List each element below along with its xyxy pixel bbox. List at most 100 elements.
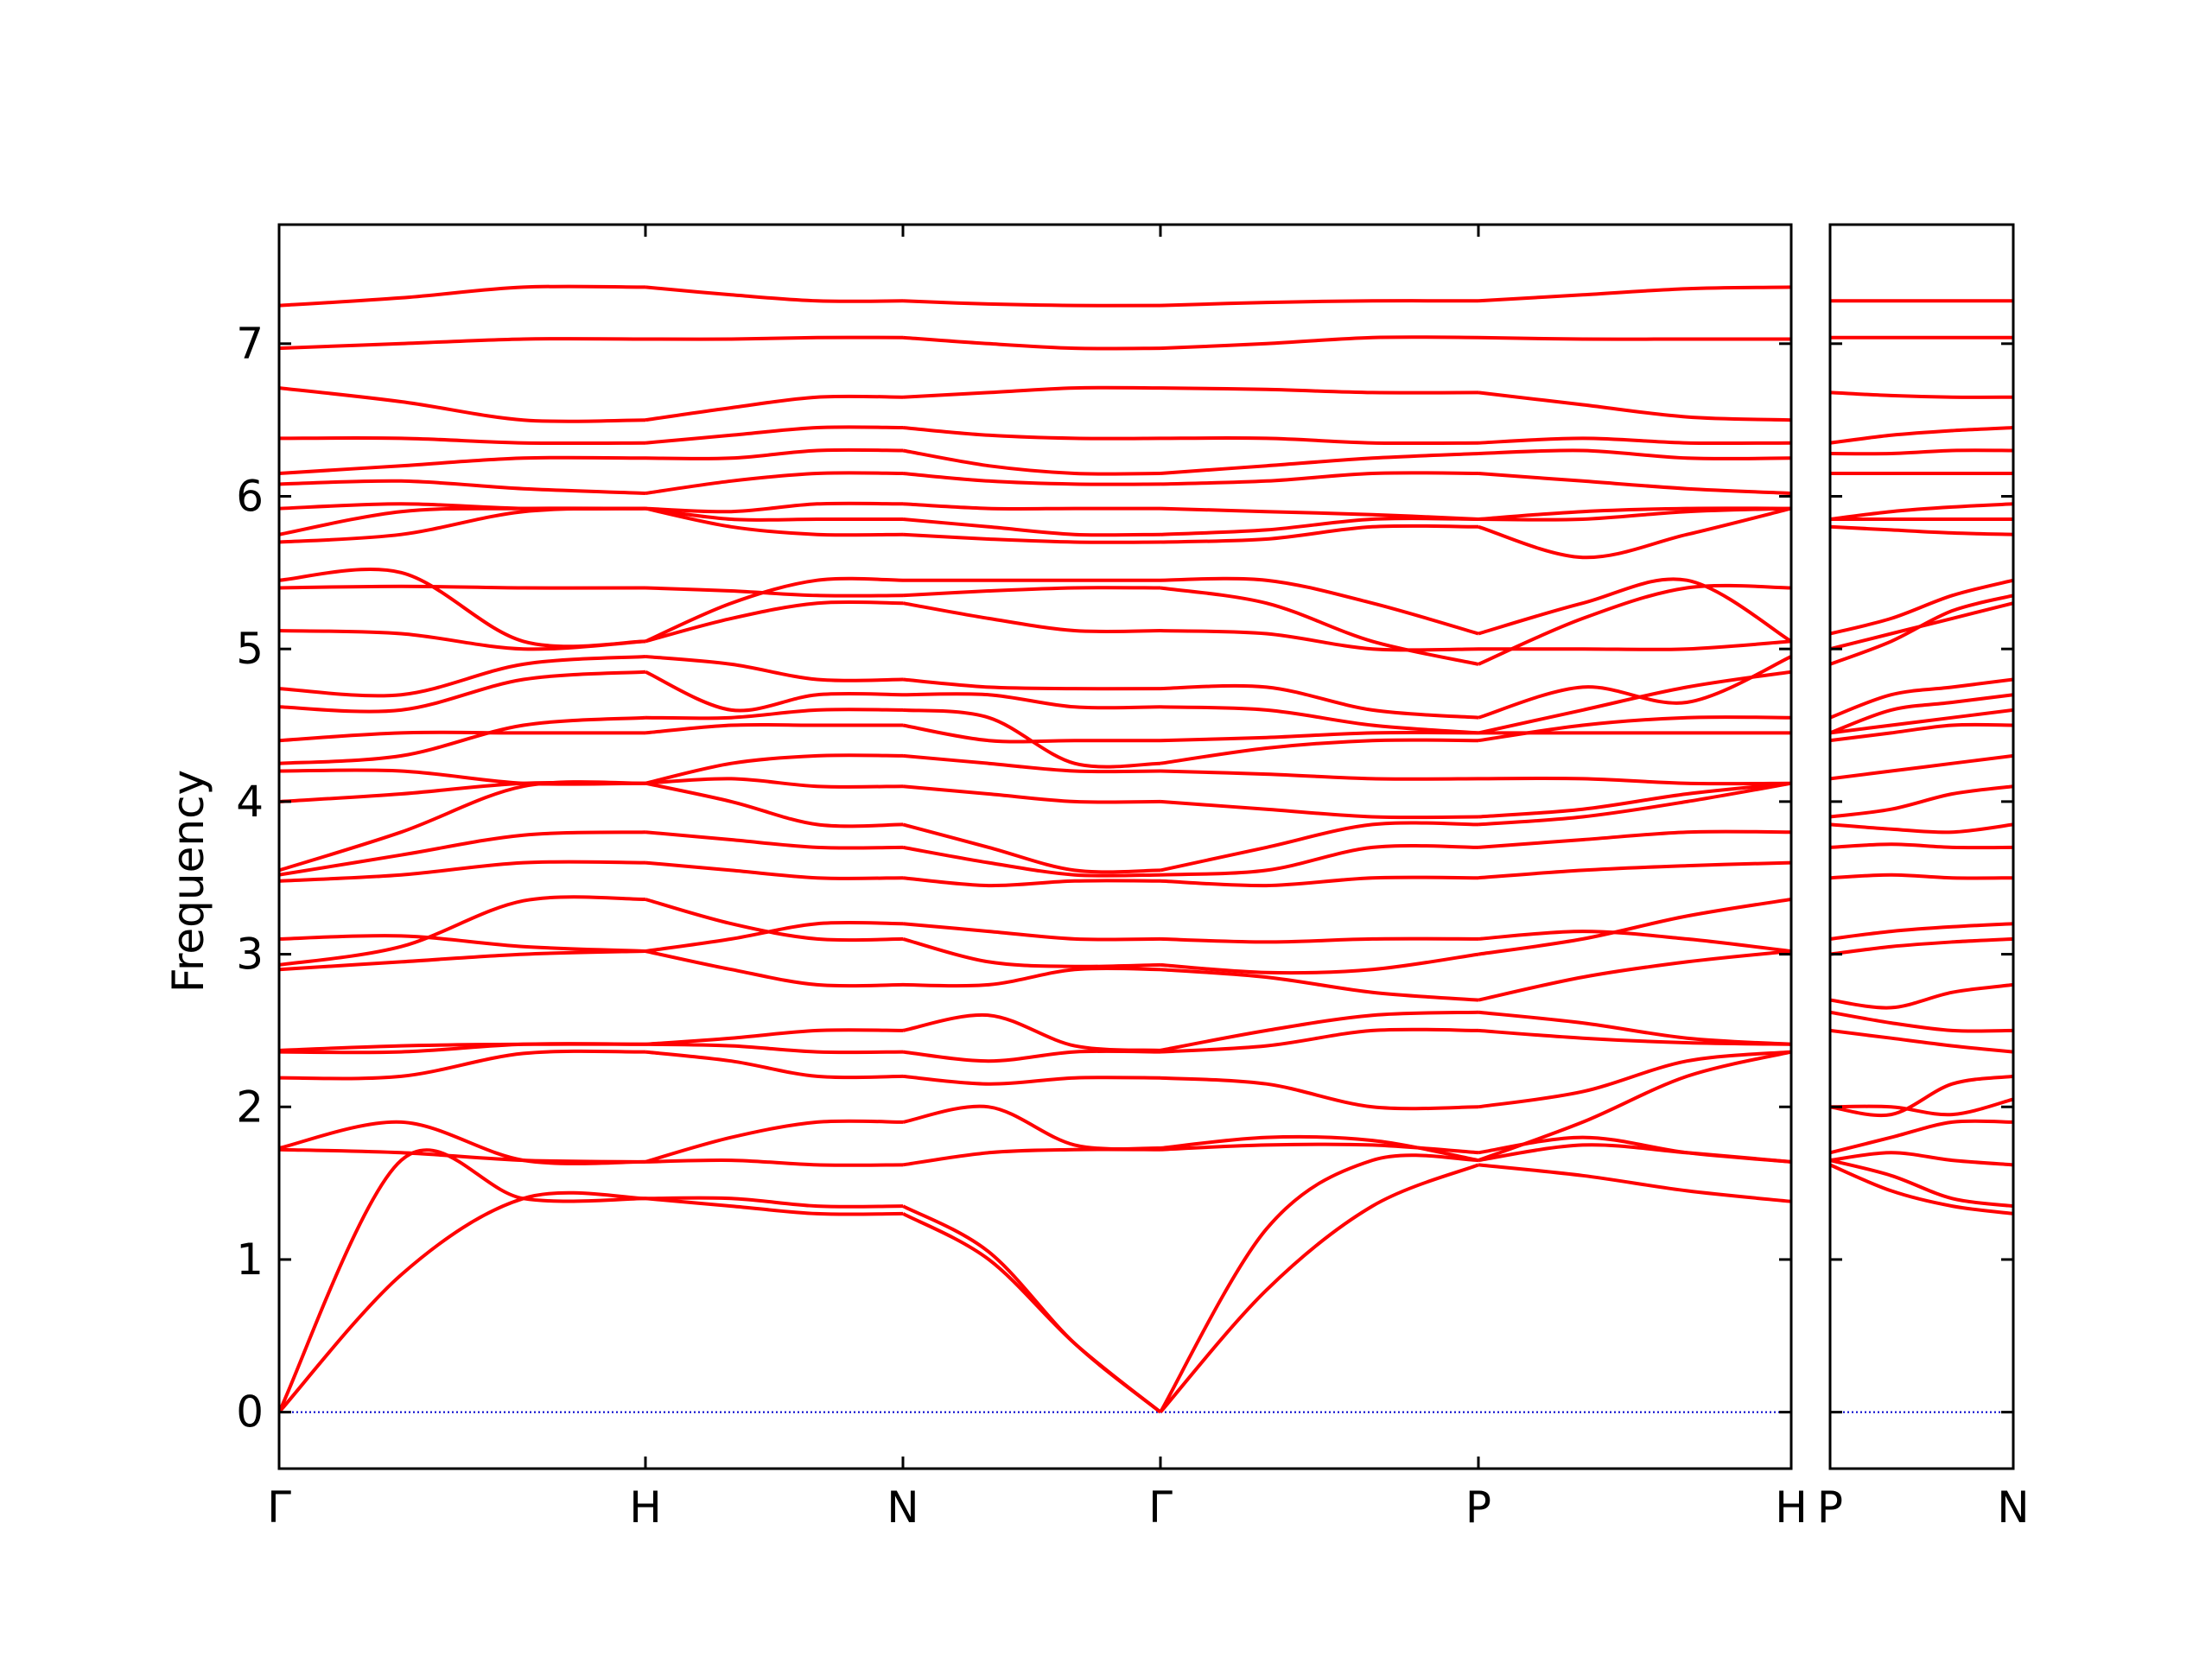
y-tick-label: 4	[236, 777, 264, 827]
band-line	[1830, 936, 2013, 956]
band-line	[1830, 1163, 2013, 1216]
band-line	[902, 784, 1161, 804]
band-line	[1478, 949, 1791, 1002]
band-line	[902, 922, 1161, 942]
band-line	[1160, 576, 1479, 636]
band-line	[1160, 799, 1479, 820]
band-line	[279, 780, 646, 873]
band-line	[1830, 722, 2013, 743]
band-line	[1478, 506, 1791, 560]
band-line	[1830, 593, 2013, 666]
band-lines	[279, 284, 1791, 1414]
band-line	[1160, 821, 1479, 873]
panel-1: 0 1 2 3 4 5 6 7 Γ H N Γ P H	[236, 223, 1808, 1533]
band-line	[1160, 506, 1479, 521]
band-line	[279, 1120, 646, 1165]
band-line	[1478, 436, 1791, 446]
band-line	[902, 1104, 1161, 1151]
band-line	[902, 1049, 1161, 1063]
band-line	[645, 708, 904, 720]
band-line	[1478, 829, 1791, 849]
panel-frame	[277, 223, 1793, 1470]
y-axis-label: Frequency	[163, 770, 213, 993]
y-tick-label: 6	[236, 472, 264, 522]
band-line	[902, 426, 1161, 441]
band-line	[1160, 843, 1479, 877]
x-tick-label: N	[887, 1482, 918, 1533]
band-line	[1160, 1010, 1479, 1052]
band-line	[1160, 586, 1479, 666]
band-line	[279, 1148, 646, 1413]
band-line	[1478, 1050, 1791, 1109]
y-tick-label: 3	[236, 930, 264, 980]
band-line	[279, 949, 646, 972]
band-line	[279, 830, 646, 877]
band-line	[645, 471, 904, 495]
band-line	[1159, 1163, 1479, 1413]
band-line	[279, 860, 646, 883]
band-line	[645, 506, 903, 522]
band-line	[279, 730, 645, 743]
band-line	[1830, 873, 2013, 880]
band-line	[279, 502, 646, 511]
band-line	[279, 284, 646, 308]
band-line	[1160, 1134, 1479, 1163]
band-line	[1478, 583, 1791, 666]
x-tick-label: P	[1465, 1482, 1491, 1533]
band-line	[279, 768, 646, 786]
band-line	[1160, 769, 1479, 781]
band-line	[1478, 506, 1791, 521]
band-line	[902, 448, 1161, 476]
band-line	[1830, 982, 2013, 1010]
band-line	[1160, 1027, 1479, 1054]
band-line	[279, 455, 646, 475]
band-line	[1160, 436, 1479, 446]
band-line	[279, 655, 646, 698]
band-line	[1830, 578, 2013, 636]
band-line	[645, 722, 903, 735]
band-line	[645, 1119, 904, 1164]
x-tick-label: H	[629, 1482, 662, 1533]
band-line	[902, 1147, 1161, 1167]
band-line	[645, 830, 904, 850]
band-line	[279, 436, 646, 446]
x-tick-label: P	[1817, 1482, 1843, 1533]
band-line	[1478, 448, 1791, 460]
y-tick-label: 0	[236, 1387, 264, 1438]
band-line	[1478, 285, 1791, 303]
band-line	[1830, 922, 2013, 941]
band-line	[279, 506, 646, 544]
band-line	[645, 860, 904, 880]
band-line	[902, 385, 1161, 399]
band-line	[279, 584, 646, 590]
band-line	[1830, 1097, 2013, 1117]
band-line	[645, 898, 904, 943]
band-line	[902, 845, 1161, 878]
band-line	[645, 670, 904, 713]
band-line	[1478, 715, 1791, 743]
band-line	[902, 299, 1161, 308]
band-line	[279, 670, 646, 714]
band-line	[1478, 781, 1791, 819]
band-line	[645, 335, 904, 341]
band-line	[902, 723, 1160, 744]
band-line	[279, 386, 646, 423]
band-lines	[1830, 299, 2013, 1216]
band-line	[902, 517, 1161, 537]
band-line	[1478, 472, 1791, 495]
band-line	[1478, 1135, 1791, 1164]
band-line	[279, 568, 646, 649]
band-line	[902, 677, 1161, 691]
band-line	[645, 501, 904, 514]
band-line	[1160, 1142, 1479, 1155]
band-line	[279, 715, 646, 765]
band-line	[1159, 1153, 1479, 1413]
band-line	[902, 936, 1161, 968]
band-line	[1160, 629, 1479, 652]
band-line	[1830, 502, 2013, 521]
band-line	[1478, 1050, 1791, 1162]
band-line	[1830, 426, 2013, 445]
